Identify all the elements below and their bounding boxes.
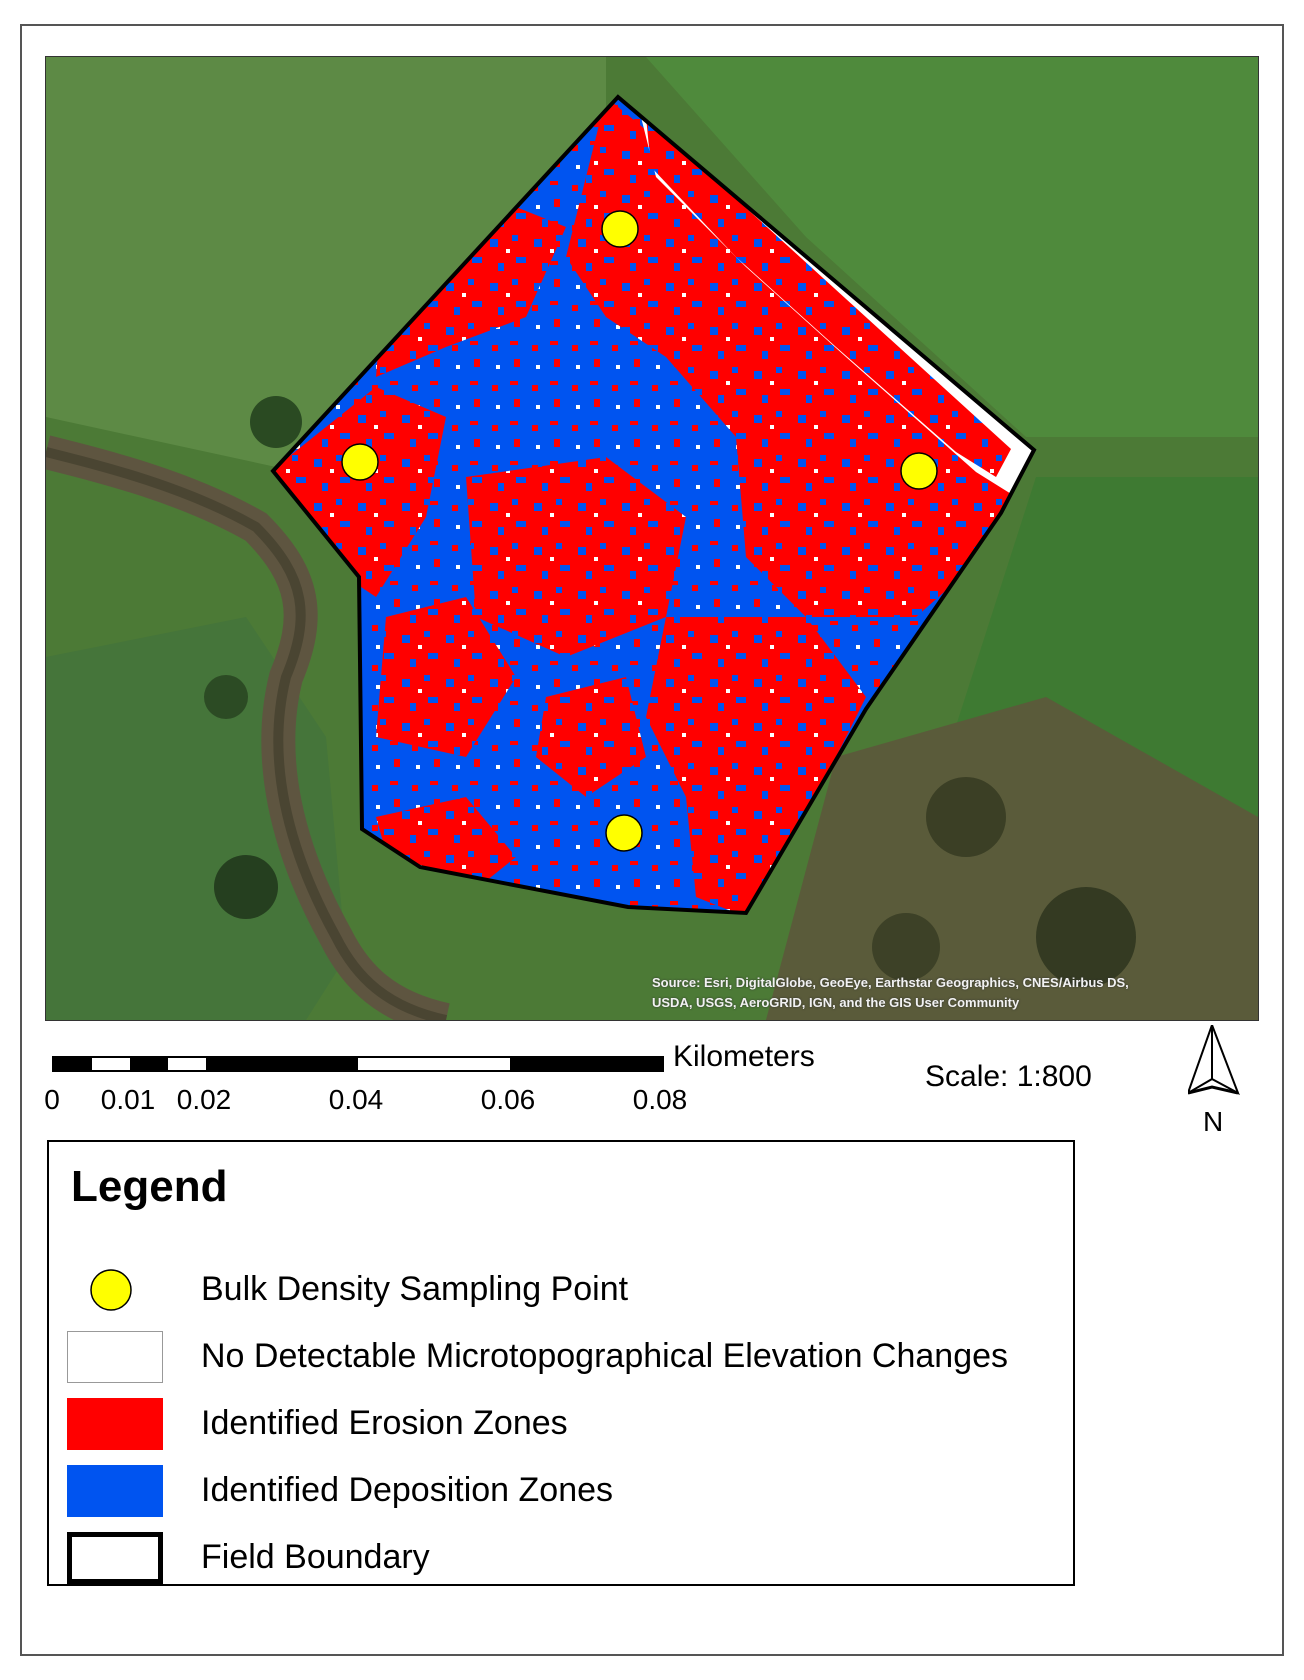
legend-item-deposition: Identified Deposition Zones [67,1463,1067,1519]
scale-bar-tick: 0.01 [100,1084,156,1115]
scale-segment [206,1058,358,1070]
scale-segment [168,1058,206,1070]
blue-box-icon [67,1465,163,1517]
map-attribution: Source: Esri, DigitalGlobe, GeoEye, Eart… [652,973,1212,1013]
attribution-line: USDA, USGS, AeroGRID, IGN, and the GIS U… [652,995,1020,1010]
scale-bar-tick: 0 [44,1084,60,1115]
map-frame [20,24,1284,1656]
legend-item-sampling-point: Bulk Density Sampling Point [67,1262,1067,1318]
map-view[interactable]: Source: Esri, DigitalGlobe, GeoEye, Eart… [45,56,1259,1021]
legend-item-label: Field Boundary [201,1538,430,1576]
scale-bar-unit: Kilometers [673,1040,815,1073]
scale-segment [92,1058,130,1070]
sampling-point[interactable] [601,210,639,248]
red-box-icon [67,1398,163,1450]
legend-item-label: Bulk Density Sampling Point [201,1270,629,1308]
scale-bar-tick: 0.08 [632,1084,688,1115]
scale-bar-tick: 0.06 [480,1084,536,1115]
scale-bar-segments [52,1056,664,1072]
sampling-point[interactable] [900,452,938,490]
legend-item-label: Identified Deposition Zones [201,1471,614,1509]
satellite-map [46,57,1258,1020]
scale-segment [130,1058,168,1070]
legend-title: Legend [71,1162,228,1211]
legend-item-label: Identified Erosion Zones [201,1404,568,1442]
white-box-icon [67,1331,163,1383]
yellow-circle-icon [90,1269,132,1311]
scale-bar-tick: 0.04 [328,1084,384,1115]
north-label: N [1203,1106,1224,1137]
sampling-point[interactable] [341,443,379,481]
legend-item-erosion: Identified Erosion Zones [67,1396,1067,1452]
scale-segment [54,1058,92,1070]
legend-item-no-change: No Detectable Microtopographical Elevati… [67,1329,1067,1385]
legend: Legend Bulk Density Sampling Point No De… [47,1140,1075,1586]
legend-item-field-boundary: Field Boundary [67,1530,1067,1586]
scale-segment [358,1058,510,1070]
attribution-line: Source: Esri, DigitalGlobe, GeoEye, Eart… [652,975,1129,990]
field-boundary [270,94,1037,916]
outlined-box-icon [67,1532,163,1584]
sampling-point[interactable] [605,814,643,852]
scale-ratio: Scale: 1:800 [925,1060,1092,1093]
scale-bar-tick: 0.02 [176,1084,232,1115]
legend-item-label: No Detectable Microtopographical Elevati… [201,1337,1009,1375]
north-arrow-icon [1188,1025,1240,1096]
scale-segment [510,1058,662,1070]
